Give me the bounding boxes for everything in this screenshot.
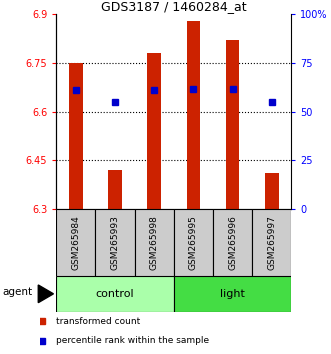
Bar xyxy=(252,209,291,276)
Bar xyxy=(174,276,291,312)
Bar xyxy=(135,209,174,276)
Bar xyxy=(147,53,161,209)
Text: GSM265984: GSM265984 xyxy=(71,215,80,270)
Text: GSM265996: GSM265996 xyxy=(228,215,237,270)
Text: transformed count: transformed count xyxy=(56,317,140,326)
Bar xyxy=(265,173,279,209)
Bar xyxy=(213,209,252,276)
Bar xyxy=(56,209,95,276)
Bar xyxy=(186,21,200,209)
Bar xyxy=(95,209,135,276)
Bar xyxy=(108,170,122,209)
Bar xyxy=(69,63,83,209)
Text: percentile rank within the sample: percentile rank within the sample xyxy=(56,336,209,345)
Text: control: control xyxy=(96,289,134,299)
Bar xyxy=(174,209,213,276)
Text: GSM265998: GSM265998 xyxy=(150,215,159,270)
Text: GSM265993: GSM265993 xyxy=(111,215,119,270)
Text: GSM265995: GSM265995 xyxy=(189,215,198,270)
Title: GDS3187 / 1460284_at: GDS3187 / 1460284_at xyxy=(101,0,247,13)
Text: light: light xyxy=(220,289,245,299)
Text: agent: agent xyxy=(3,287,33,297)
Text: GSM265997: GSM265997 xyxy=(267,215,276,270)
Polygon shape xyxy=(38,285,54,303)
Bar xyxy=(56,276,174,312)
Bar xyxy=(226,40,239,209)
